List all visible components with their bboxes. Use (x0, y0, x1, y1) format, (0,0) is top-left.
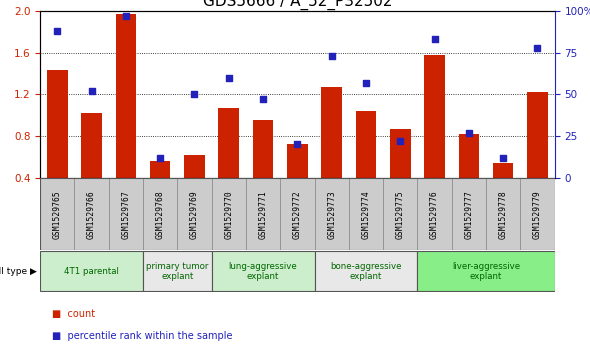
Text: GSM1529770: GSM1529770 (224, 190, 233, 238)
Text: GSM1529773: GSM1529773 (327, 190, 336, 238)
Text: bone-aggressive
explant: bone-aggressive explant (330, 262, 402, 281)
Point (361, 80, 371, 86)
Text: GSM1529767: GSM1529767 (122, 190, 130, 238)
Text: GSM1529765: GSM1529765 (53, 190, 62, 238)
Point (190, 91, 199, 97)
Bar (253, 121, 273, 178)
Point (224, 75, 234, 81)
Bar (47, 70, 68, 178)
Bar (356, 111, 376, 178)
Title: GDS5666 / A_52_P32502: GDS5666 / A_52_P32502 (202, 0, 392, 9)
Bar (116, 14, 136, 178)
Bar (280, 178, 314, 250)
Bar (493, 163, 513, 178)
Text: GSM1529775: GSM1529775 (396, 190, 405, 238)
Point (464, 130, 474, 136)
Bar (184, 155, 205, 178)
Bar (452, 178, 486, 250)
Bar (109, 178, 143, 250)
Text: GSM1529777: GSM1529777 (464, 190, 473, 238)
Text: primary tumor
explant: primary tumor explant (146, 262, 208, 281)
Point (87, 88, 96, 94)
Text: GSM1529776: GSM1529776 (430, 190, 439, 238)
Bar (143, 251, 212, 291)
Text: cell type ▶: cell type ▶ (0, 267, 37, 276)
Bar (218, 108, 239, 178)
Bar (40, 251, 143, 291)
Point (430, 36, 440, 42)
Bar (287, 144, 307, 178)
Text: liver-aggressive
explant: liver-aggressive explant (452, 262, 520, 281)
Text: GSM1529771: GSM1529771 (258, 190, 267, 238)
Bar (527, 92, 548, 178)
Bar (150, 161, 171, 178)
Bar (314, 178, 349, 250)
Bar (383, 178, 417, 250)
Text: 4T1 parental: 4T1 parental (64, 267, 119, 276)
Bar (212, 251, 314, 291)
Point (121, 13, 130, 19)
Bar (458, 134, 479, 178)
Bar (322, 87, 342, 178)
Text: GSM1529778: GSM1529778 (499, 190, 507, 238)
Point (327, 53, 336, 59)
Bar (40, 178, 74, 250)
Text: ■  percentile rank within the sample: ■ percentile rank within the sample (52, 331, 232, 341)
Bar (178, 178, 212, 250)
Bar (143, 178, 178, 250)
Bar (74, 178, 109, 250)
Point (533, 45, 542, 50)
Point (155, 155, 165, 161)
Text: ■  count: ■ count (52, 309, 95, 319)
Point (53, 28, 62, 34)
Bar (390, 129, 411, 178)
Text: GSM1529779: GSM1529779 (533, 190, 542, 238)
Point (395, 138, 405, 144)
Bar (349, 178, 383, 250)
Text: lung-aggressive
explant: lung-aggressive explant (229, 262, 297, 281)
Bar (486, 178, 520, 250)
Bar (520, 178, 555, 250)
Bar (424, 55, 445, 178)
Text: GSM1529772: GSM1529772 (293, 190, 302, 238)
Text: GSM1529774: GSM1529774 (362, 190, 371, 238)
Text: GSM1529768: GSM1529768 (156, 190, 165, 238)
Bar (417, 251, 555, 291)
Point (293, 142, 302, 147)
Bar (246, 178, 280, 250)
Bar (81, 113, 102, 178)
Bar (314, 251, 417, 291)
Text: GSM1529766: GSM1529766 (87, 190, 96, 238)
Bar (417, 178, 452, 250)
Point (258, 97, 268, 102)
Bar (212, 178, 246, 250)
Point (499, 155, 508, 161)
Text: GSM1529769: GSM1529769 (190, 190, 199, 238)
